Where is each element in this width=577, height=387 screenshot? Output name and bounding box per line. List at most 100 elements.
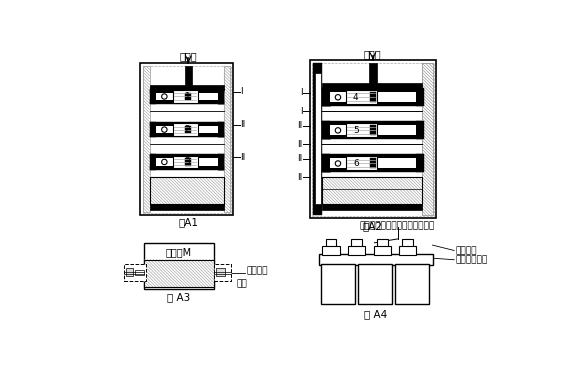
- Bar: [402, 239, 413, 247]
- Text: 图 A3: 图 A3: [167, 292, 191, 302]
- Bar: [149, 100, 224, 104]
- Bar: [149, 122, 156, 137]
- Bar: [156, 126, 218, 134]
- Bar: [143, 66, 231, 213]
- Bar: [144, 260, 214, 288]
- Bar: [124, 264, 146, 281]
- Bar: [144, 67, 149, 212]
- Bar: [135, 270, 144, 275]
- Text: I: I: [240, 87, 243, 96]
- Text: 5: 5: [353, 126, 359, 135]
- Bar: [140, 63, 233, 215]
- Bar: [348, 246, 365, 255]
- Text: 4: 4: [353, 93, 358, 102]
- Bar: [126, 268, 133, 276]
- Bar: [416, 121, 424, 139]
- Bar: [399, 246, 416, 255]
- Bar: [185, 66, 192, 87]
- Bar: [214, 264, 231, 281]
- Bar: [149, 122, 224, 126]
- Bar: [323, 88, 330, 106]
- Bar: [373, 246, 391, 255]
- Text: 6: 6: [353, 159, 359, 168]
- Bar: [218, 89, 224, 104]
- Bar: [185, 158, 192, 166]
- Bar: [149, 177, 224, 204]
- Bar: [323, 88, 422, 92]
- Text: 图 A4: 图 A4: [364, 309, 387, 319]
- Bar: [310, 60, 436, 218]
- Bar: [224, 67, 230, 212]
- Text: 3: 3: [185, 158, 190, 166]
- Bar: [369, 63, 377, 86]
- Bar: [323, 168, 422, 172]
- Bar: [323, 84, 422, 88]
- Bar: [312, 63, 434, 216]
- Text: 相邻出口通过三通桥式接头汇集: 相邻出口通过三通桥式接头汇集: [360, 221, 435, 230]
- Bar: [358, 264, 392, 305]
- Text: 1: 1: [185, 92, 190, 101]
- Bar: [330, 158, 416, 168]
- Bar: [416, 88, 424, 106]
- Bar: [218, 154, 224, 170]
- Text: II: II: [297, 140, 302, 149]
- Bar: [323, 154, 422, 158]
- Text: 封闭螺钉: 封闭螺钉: [246, 267, 268, 276]
- Bar: [323, 121, 330, 139]
- Text: 图A2: 图A2: [363, 221, 383, 231]
- Bar: [319, 254, 433, 265]
- Bar: [218, 122, 224, 137]
- Bar: [325, 239, 336, 247]
- Bar: [323, 121, 422, 125]
- Bar: [323, 154, 330, 172]
- Bar: [323, 154, 330, 172]
- Bar: [416, 154, 424, 172]
- Text: 2: 2: [185, 125, 190, 134]
- Bar: [370, 125, 376, 135]
- Bar: [313, 63, 323, 215]
- Bar: [370, 92, 376, 102]
- Bar: [218, 154, 224, 170]
- Bar: [323, 246, 339, 255]
- Bar: [346, 156, 377, 170]
- Bar: [323, 177, 422, 204]
- Text: II: II: [297, 121, 302, 130]
- Bar: [323, 177, 422, 204]
- Text: II: II: [297, 154, 302, 163]
- Text: 三通桥式接头: 三通桥式接头: [456, 255, 488, 264]
- Text: II: II: [297, 173, 302, 182]
- Text: II: II: [240, 153, 246, 162]
- Text: 螺堵: 螺堵: [237, 279, 247, 288]
- Text: II: II: [240, 120, 246, 130]
- Bar: [149, 154, 224, 158]
- Bar: [422, 63, 433, 215]
- Bar: [156, 158, 218, 166]
- Bar: [218, 89, 224, 104]
- Bar: [323, 88, 330, 106]
- Bar: [323, 102, 422, 106]
- Bar: [149, 204, 224, 211]
- Bar: [185, 92, 192, 100]
- Bar: [144, 260, 214, 288]
- Bar: [346, 89, 377, 104]
- Bar: [323, 204, 422, 211]
- Bar: [395, 264, 429, 305]
- Text: 进油口: 进油口: [179, 51, 197, 62]
- Bar: [321, 264, 355, 305]
- Bar: [173, 90, 198, 103]
- Bar: [173, 156, 198, 168]
- Text: I: I: [299, 88, 302, 97]
- Bar: [346, 123, 377, 137]
- Bar: [149, 89, 224, 92]
- Bar: [314, 73, 321, 204]
- Bar: [215, 268, 225, 276]
- Bar: [149, 177, 224, 204]
- Text: 中间块M: 中间块M: [166, 247, 192, 257]
- Bar: [149, 134, 224, 137]
- Bar: [330, 92, 416, 102]
- Bar: [149, 166, 224, 170]
- Bar: [370, 158, 376, 168]
- Bar: [323, 121, 330, 139]
- Bar: [144, 243, 214, 289]
- Text: 图A1: 图A1: [178, 217, 198, 227]
